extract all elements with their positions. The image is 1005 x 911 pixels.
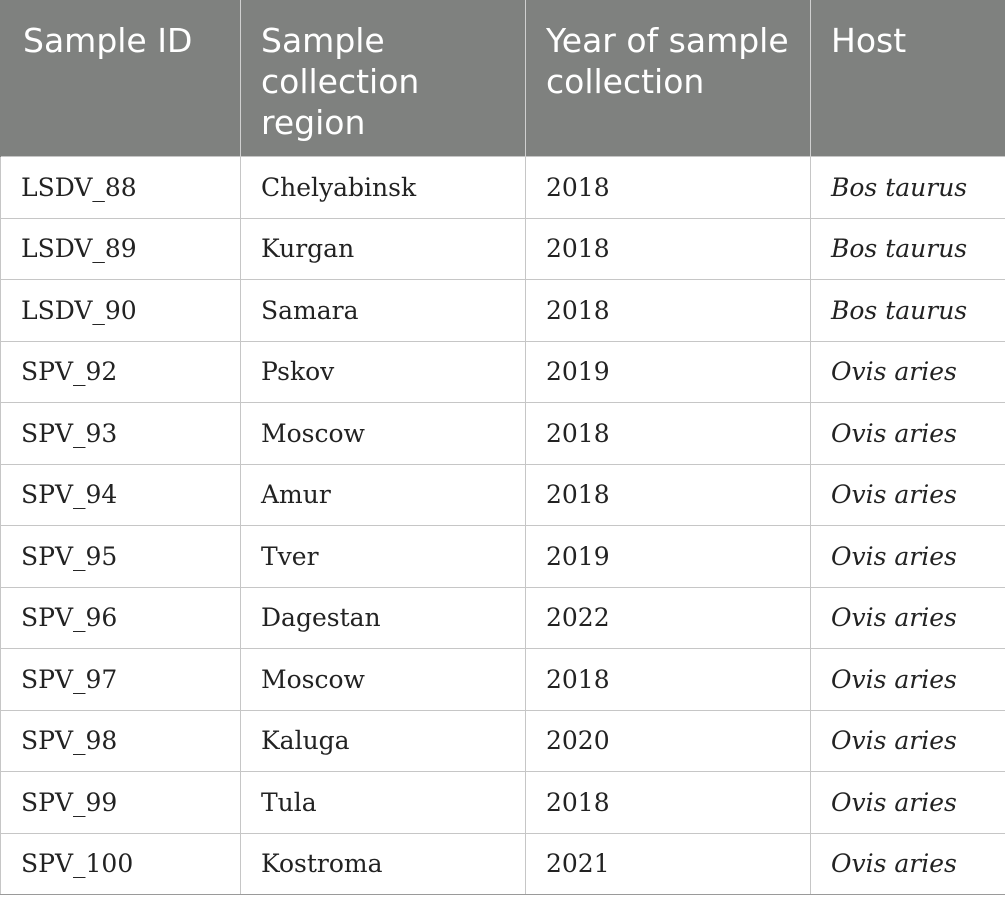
cell-region: Tver bbox=[240, 525, 526, 588]
cell-year: 2019 bbox=[525, 340, 811, 403]
cell-host: Ovis aries bbox=[810, 463, 1005, 526]
cell-sample-id: LSDV_88 bbox=[0, 156, 241, 219]
cell-year: 2018 bbox=[525, 648, 811, 711]
cell-region: Kaluga bbox=[240, 709, 526, 772]
cell-host: Bos taurus bbox=[810, 156, 1005, 219]
cell-region: Dagestan bbox=[240, 586, 526, 649]
cell-year: 2018 bbox=[525, 402, 811, 465]
cell-year: 2022 bbox=[525, 586, 811, 649]
cell-sample-id: SPV_92 bbox=[0, 340, 241, 403]
cell-region: Kurgan bbox=[240, 217, 526, 280]
cell-host: Ovis aries bbox=[810, 832, 1005, 895]
header-host: Host bbox=[810, 0, 1005, 157]
cell-host: Bos taurus bbox=[810, 217, 1005, 280]
cell-region: Samara bbox=[240, 279, 526, 342]
cell-region: Amur bbox=[240, 463, 526, 526]
header-row: Sample ID Sample collection region Year … bbox=[0, 0, 1005, 157]
cell-host: Ovis aries bbox=[810, 709, 1005, 772]
table-row: SPV_95 Tver 2019 Ovis aries bbox=[0, 525, 1005, 588]
cell-region: Kostroma bbox=[240, 832, 526, 895]
cell-host: Ovis aries bbox=[810, 771, 1005, 834]
cell-sample-id: LSDV_89 bbox=[0, 217, 241, 280]
header-sample-id: Sample ID bbox=[0, 0, 241, 157]
table-row: SPV_100 Kostroma 2021 Ovis aries bbox=[0, 832, 1005, 895]
table-header: Sample ID Sample collection region Year … bbox=[0, 0, 1005, 157]
cell-year: 2019 bbox=[525, 525, 811, 588]
cell-sample-id: SPV_95 bbox=[0, 525, 241, 588]
cell-sample-id: SPV_98 bbox=[0, 709, 241, 772]
cell-sample-id: SPV_94 bbox=[0, 463, 241, 526]
cell-host: Bos taurus bbox=[810, 279, 1005, 342]
table-row: LSDV_89 Kurgan 2018 Bos taurus bbox=[0, 217, 1005, 280]
cell-year: 2018 bbox=[525, 156, 811, 219]
cell-sample-id: SPV_100 bbox=[0, 832, 241, 895]
cell-host: Ovis aries bbox=[810, 340, 1005, 403]
table-row: LSDV_88 Chelyabinsk 2018 Bos taurus bbox=[0, 156, 1005, 219]
cell-year: 2021 bbox=[525, 832, 811, 895]
cell-year: 2018 bbox=[525, 463, 811, 526]
cell-sample-id: SPV_93 bbox=[0, 402, 241, 465]
table-row: SPV_93 Moscow 2018 Ovis aries bbox=[0, 402, 1005, 465]
cell-sample-id: SPV_97 bbox=[0, 648, 241, 711]
table-body: LSDV_88 Chelyabinsk 2018 Bos taurus LSDV… bbox=[0, 156, 1005, 895]
header-collection-year: Year of sample collection bbox=[525, 0, 811, 157]
cell-region: Moscow bbox=[240, 402, 526, 465]
cell-host: Ovis aries bbox=[810, 586, 1005, 649]
cell-region: Chelyabinsk bbox=[240, 156, 526, 219]
cell-sample-id: SPV_96 bbox=[0, 586, 241, 649]
table-row: SPV_97 Moscow 2018 Ovis aries bbox=[0, 648, 1005, 711]
table-row: SPV_96 Dagestan 2022 Ovis aries bbox=[0, 586, 1005, 649]
cell-year: 2020 bbox=[525, 709, 811, 772]
cell-region: Moscow bbox=[240, 648, 526, 711]
table-row: LSDV_90 Samara 2018 Bos taurus bbox=[0, 279, 1005, 342]
table-row: SPV_99 Tula 2018 Ovis aries bbox=[0, 771, 1005, 834]
cell-year: 2018 bbox=[525, 217, 811, 280]
cell-sample-id: LSDV_90 bbox=[0, 279, 241, 342]
cell-host: Ovis aries bbox=[810, 402, 1005, 465]
cell-host: Ovis aries bbox=[810, 525, 1005, 588]
cell-year: 2018 bbox=[525, 771, 811, 834]
table-row: SPV_94 Amur 2018 Ovis aries bbox=[0, 463, 1005, 526]
cell-region: Pskov bbox=[240, 340, 526, 403]
header-collection-region: Sample collection region bbox=[240, 0, 526, 157]
cell-sample-id: SPV_99 bbox=[0, 771, 241, 834]
cell-year: 2018 bbox=[525, 279, 811, 342]
cell-region: Tula bbox=[240, 771, 526, 834]
table-row: SPV_92 Pskov 2019 Ovis aries bbox=[0, 340, 1005, 403]
table-row: SPV_98 Kaluga 2020 Ovis aries bbox=[0, 709, 1005, 772]
cell-host: Ovis aries bbox=[810, 648, 1005, 711]
